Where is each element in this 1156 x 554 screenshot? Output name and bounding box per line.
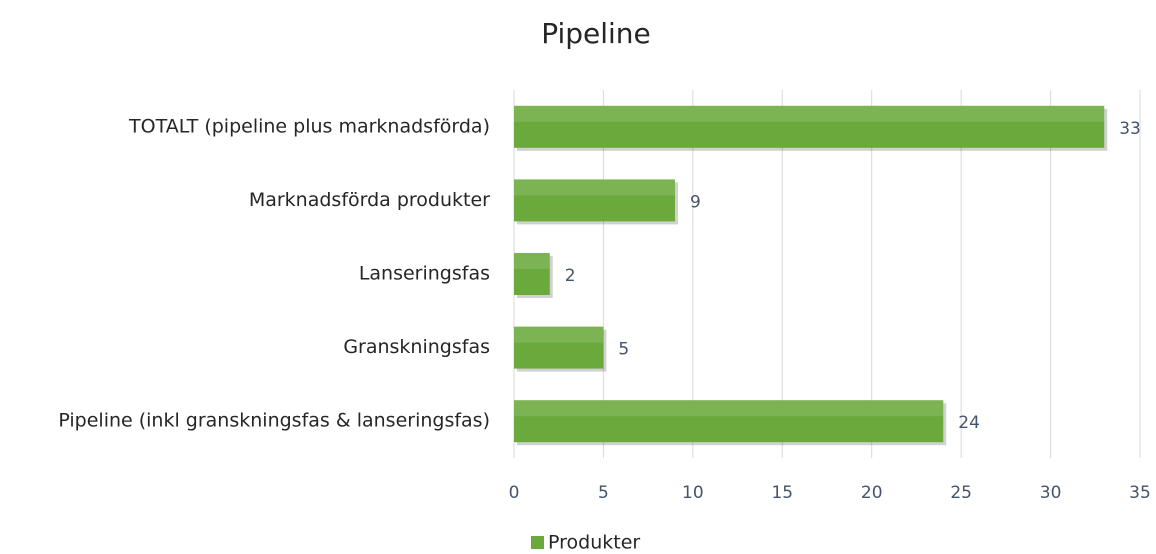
x-tick-label: 35 bbox=[1129, 483, 1151, 503]
bar-highlight bbox=[514, 105, 1105, 122]
data-label: 33 bbox=[1119, 119, 1141, 139]
bar bbox=[514, 105, 1105, 148]
data-label: 9 bbox=[690, 192, 701, 212]
y-tick-label: Marknadsförda produkter bbox=[249, 189, 490, 211]
chart-title: Pipeline bbox=[541, 17, 651, 50]
bar-highlight bbox=[514, 326, 604, 343]
bar bbox=[514, 253, 550, 295]
y-tick-label: TOTALT (pipeline plus marknadsförda) bbox=[128, 115, 490, 137]
x-tick-label: 20 bbox=[861, 483, 883, 503]
bar-highlight bbox=[514, 400, 944, 417]
data-label: 5 bbox=[618, 340, 629, 360]
x-tick-label: 25 bbox=[950, 483, 972, 503]
x-tick-label: 0 bbox=[509, 483, 520, 503]
x-tick-label: 10 bbox=[682, 483, 704, 503]
y-tick-label: Pipeline (inkl granskningsfas & lanserin… bbox=[58, 410, 490, 432]
x-tick-label: 5 bbox=[598, 483, 609, 503]
y-tick-label: Granskningsfas bbox=[343, 336, 490, 358]
legend-swatch bbox=[531, 536, 544, 549]
x-tick-label: 15 bbox=[771, 483, 793, 503]
bar-highlight bbox=[514, 253, 550, 269]
legend-label: Produkter bbox=[548, 532, 640, 554]
x-tick-label: 30 bbox=[1040, 483, 1062, 503]
data-label: 24 bbox=[958, 413, 980, 433]
data-label: 2 bbox=[565, 266, 576, 286]
bar bbox=[514, 400, 944, 443]
bar bbox=[514, 179, 675, 222]
bar-highlight bbox=[514, 179, 675, 196]
y-tick-label: Lanseringsfas bbox=[359, 263, 490, 285]
bar bbox=[514, 326, 604, 369]
